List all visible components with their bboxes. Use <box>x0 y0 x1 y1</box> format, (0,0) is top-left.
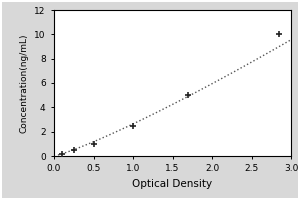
Y-axis label: Concentration(ng/mL): Concentration(ng/mL) <box>20 33 28 133</box>
X-axis label: Optical Density: Optical Density <box>132 179 213 189</box>
